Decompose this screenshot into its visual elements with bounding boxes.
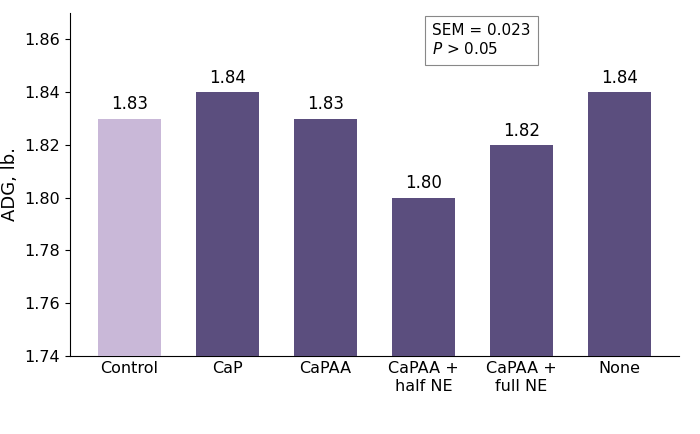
- Bar: [294, 118, 358, 434]
- Text: 1.83: 1.83: [307, 95, 344, 113]
- Bar: [98, 118, 162, 434]
- Text: SEM = 0.023
$\it{P}$ > 0.05: SEM = 0.023 $\it{P}$ > 0.05: [433, 23, 531, 57]
- Text: 1.84: 1.84: [209, 69, 246, 87]
- Y-axis label: ADG, lb.: ADG, lb.: [1, 148, 19, 221]
- Text: 1.82: 1.82: [503, 122, 540, 140]
- Bar: [196, 92, 260, 434]
- Text: 1.84: 1.84: [601, 69, 638, 87]
- Bar: [489, 145, 553, 434]
- Text: 1.80: 1.80: [405, 174, 442, 192]
- Bar: [391, 197, 455, 434]
- Text: 1.83: 1.83: [111, 95, 148, 113]
- Bar: [587, 92, 651, 434]
